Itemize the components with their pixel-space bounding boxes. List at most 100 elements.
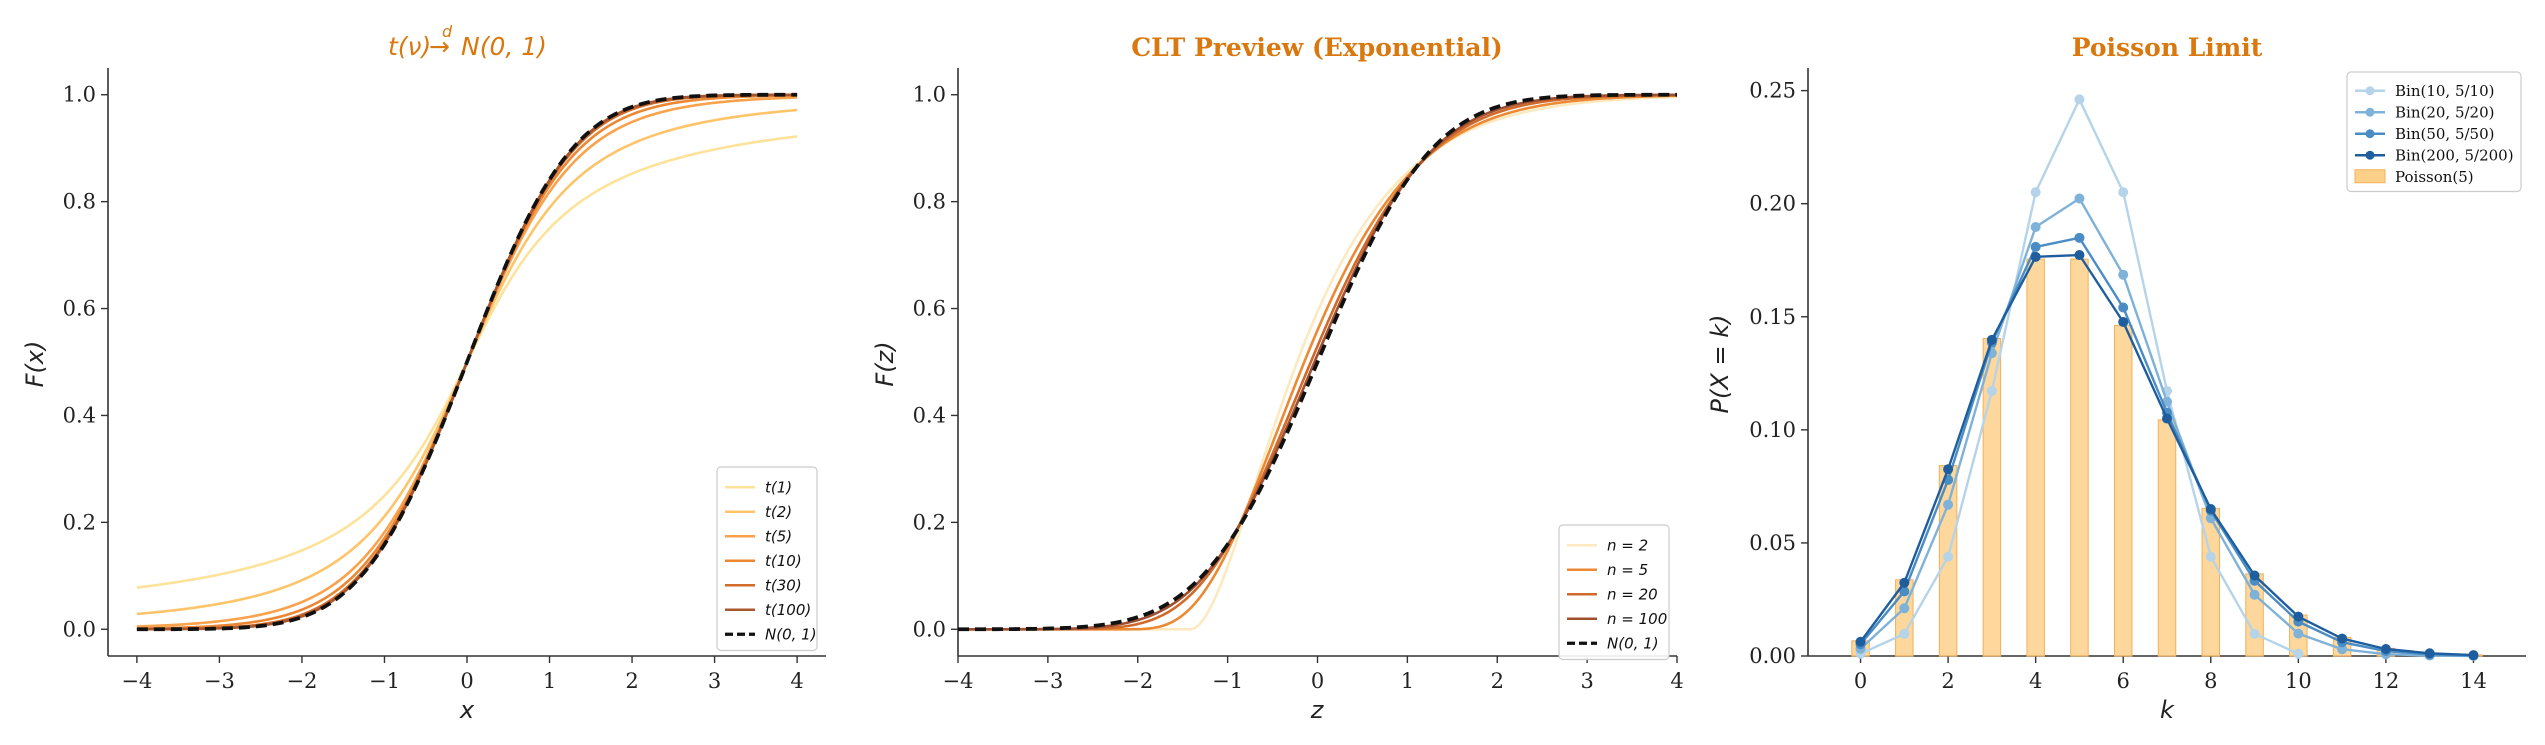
panel3-x-tick-label: 6 <box>2117 669 2130 693</box>
panel-clt-preview: CLT Preview (Exponential) −4 −3 −2 −1 0 1 2 3 4 0… <box>871 33 1684 724</box>
panel3-binomial-point <box>2205 551 2216 562</box>
panel3-y-tick-label: 0.10 <box>1749 418 1796 442</box>
panel3-y-tick-label: 0.20 <box>1749 192 1796 216</box>
panel1-x-tick-label: −2 <box>286 669 317 693</box>
panel3-binomial-point <box>1943 499 1954 510</box>
panel3-binomial-point <box>2468 650 2479 661</box>
panel3-binomial-point <box>2337 644 2348 655</box>
panel1-legend-label: t(10) <box>765 552 802 570</box>
panel2-legend-label: n = 2 <box>1607 536 1648 554</box>
panel2-x-tick-label: −4 <box>943 669 974 693</box>
panel3-y-axis-label: P(X = k) <box>1706 315 1734 414</box>
panel3-binomial-point <box>2074 250 2085 261</box>
panel3-y-tick-label: 0.05 <box>1749 531 1796 555</box>
panel2-y-tick-label: 1.0 <box>913 83 946 107</box>
panel3-binomial-point <box>2249 589 2260 600</box>
panel3-x-tick-label: 12 <box>2373 669 2400 693</box>
panel1-legend-label: t(1) <box>765 478 792 496</box>
panel1-x-tick-label: 0 <box>460 669 473 693</box>
panel1-x-tick-label: 4 <box>790 669 803 693</box>
panel3-binomial-point <box>1899 628 1910 639</box>
panel3-legend-label: Poisson(5) <box>2395 168 2474 186</box>
panel3-legend-label: Bin(20, 5/20) <box>2395 103 2495 121</box>
panel3-binomial-point <box>2074 193 2085 204</box>
panel3-binomial-point <box>2380 643 2391 654</box>
panel1-legend-label: t(30) <box>765 576 802 594</box>
panel3-x-axis-label: k <box>2160 696 2175 724</box>
panel3-binomial-point <box>2030 221 2041 232</box>
panel1-x-tick-label: −4 <box>121 669 152 693</box>
panel2-x-tick-label: −2 <box>1122 669 1153 693</box>
panel1-x-tick-label: 3 <box>708 669 721 693</box>
panel3-legend-label: Bin(200, 5/200) <box>2395 146 2514 164</box>
panel3-binomial-point <box>2293 648 2304 659</box>
panel1-y-tick-label: 0.0 <box>63 617 96 641</box>
panel1-x-tick-label: −3 <box>204 669 235 693</box>
panel3-legend-swatch <box>2354 169 2386 184</box>
panel2-plot-area: −4 −3 −2 −1 0 1 2 3 4 0.0 0.2 0.4 0.6 0.8 1.0 n = 2 n = … <box>913 68 1684 693</box>
panel3-legend-label: Bin(50, 5/50) <box>2395 125 2495 143</box>
panel2-x-tick-label: 1 <box>1401 669 1414 693</box>
panel3-binomial-point <box>2293 628 2304 639</box>
panel2-legend-box <box>1558 524 1670 661</box>
panel3-binomial-point <box>2424 648 2435 659</box>
panel2-x-tick-label: 0 <box>1311 669 1324 693</box>
panel3-binomial-point <box>2030 241 2041 252</box>
panel-poisson-limit: Poisson Limit 0 2 4 6 8 10 12 14 0.00 0.05 0.10 0.1… <box>1706 33 2526 724</box>
panel2-y-tick-label: 0.8 <box>913 190 946 214</box>
panel3-poisson-bar <box>2113 324 2133 657</box>
panel2-y-axis-label: F(z) <box>871 341 899 386</box>
panel2-x-tick-label: 2 <box>1491 669 1504 693</box>
panel-t-distribution: t(ν) → d N(0, 1) −4 −3 −2 −1 0 1 2 3 4 0.0 0.2 0.4 0… <box>21 22 826 724</box>
panel3-binomial-point <box>2030 187 2041 198</box>
panel2-y-tick-label: 0.0 <box>913 617 946 641</box>
panel3-plot-area: 0 2 4 6 8 10 12 14 0.00 0.05 0.10 0.15 0.20 0.25 Bin(1… <box>1749 68 2526 693</box>
panel3-binomial-point <box>1943 464 1954 475</box>
panel1-x-tick-label: −1 <box>369 669 400 693</box>
panel1-legend-label: N(0, 1) <box>765 625 817 643</box>
panel1-title-arrow-label: d <box>442 22 453 41</box>
panel3-x-tick-label: 4 <box>2029 669 2042 693</box>
panel2-series-line <box>957 92 1678 632</box>
panel1-y-axis-label: F(x) <box>21 341 49 388</box>
panel3-y-tick-label: 0.15 <box>1749 305 1796 329</box>
panel3-binomial-point <box>1855 636 1866 647</box>
panel1-plot-area: −4 −3 −2 −1 0 1 2 3 4 0.0 0.2 0.4 0.6 0.8 1.0 t(1) t(2) t… <box>63 68 826 693</box>
panel3-binomial-point <box>1986 334 1997 345</box>
panel3-legend-box <box>2346 71 2522 193</box>
panel2-x-tick-label: −1 <box>1212 669 1243 693</box>
panel3-legend-marker <box>2365 129 2375 139</box>
panel3-poisson-bar <box>2026 258 2045 657</box>
panel3-binomial-point <box>2118 302 2129 313</box>
panel2-legend-label: n = 20 <box>1607 585 1658 603</box>
panel1-title-lhs: t(ν) <box>388 32 431 61</box>
panel3-binomial-point <box>2162 413 2172 424</box>
panel1-title-arrow: → <box>429 32 450 61</box>
panel2-x-tick-label: 4 <box>1670 669 1683 693</box>
panel3-y-tick-label: 0.25 <box>1749 79 1796 103</box>
panel1-y-tick-label: 1.0 <box>63 83 96 107</box>
panel3-binomial-point <box>1943 551 1954 562</box>
panel2-legend-label: n = 5 <box>1607 561 1648 579</box>
panel3-binomial-point <box>2293 611 2304 622</box>
panel3-binomial-point <box>1899 577 1910 588</box>
panel3-binomial-point <box>2074 232 2085 243</box>
panel3-legend-marker <box>2365 150 2375 160</box>
panel1-x-tick-label: 2 <box>625 669 638 693</box>
panel1-y-tick-label: 0.6 <box>63 297 96 321</box>
panel1-y-tick-label: 0.8 <box>63 190 96 214</box>
panel3-binomial-point <box>2205 504 2216 514</box>
panel3-x-tick-label: 2 <box>1941 669 1954 693</box>
panel3-x-tick-label: 8 <box>2204 669 2217 693</box>
panel2-y-tick-label: 0.6 <box>913 297 946 321</box>
panel3-x-tick-label: 0 <box>1854 669 1867 693</box>
panel3-binomial-point <box>1899 586 1910 597</box>
panel2-y-tick-label: 0.2 <box>913 510 946 534</box>
panel3-legend-marker <box>2365 107 2375 117</box>
panel3-binomial-point <box>1899 603 1910 614</box>
panel2-legend-label: N(0, 1) <box>1607 634 1659 652</box>
panel3-binomial-point <box>2030 251 2041 262</box>
panel1-x-axis-label: x <box>459 696 475 724</box>
panel1-legend-label: t(100) <box>765 601 811 619</box>
panel2-y-tick-label: 0.4 <box>913 403 946 427</box>
